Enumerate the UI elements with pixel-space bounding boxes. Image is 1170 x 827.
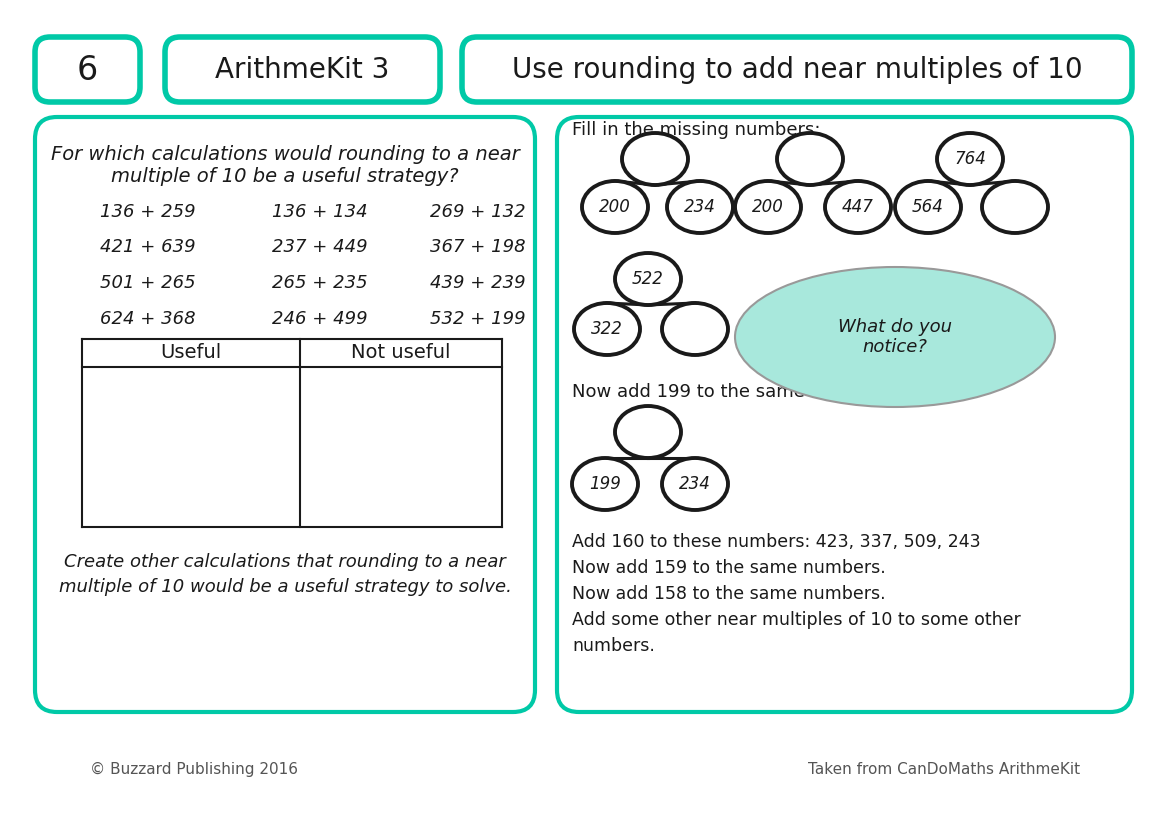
FancyBboxPatch shape	[557, 117, 1133, 712]
Text: ArithmeKit 3: ArithmeKit 3	[215, 56, 390, 84]
FancyBboxPatch shape	[35, 37, 140, 102]
Ellipse shape	[662, 303, 728, 355]
Text: 447: 447	[842, 198, 874, 216]
Text: 200: 200	[599, 198, 631, 216]
Text: © Buzzard Publishing 2016: © Buzzard Publishing 2016	[90, 762, 298, 777]
FancyBboxPatch shape	[165, 37, 440, 102]
Text: 564: 564	[913, 198, 944, 216]
Text: Now add 159 to the same numbers.: Now add 159 to the same numbers.	[572, 559, 886, 577]
Text: 237 + 449: 237 + 449	[271, 238, 367, 256]
Text: multiple of 10 would be a useful strategy to solve.: multiple of 10 would be a useful strateg…	[58, 578, 511, 596]
Text: 136 + 134: 136 + 134	[271, 203, 367, 221]
FancyBboxPatch shape	[462, 37, 1133, 102]
Text: What do you
notice?: What do you notice?	[838, 318, 952, 356]
Ellipse shape	[572, 458, 638, 510]
Text: Use rounding to add near multiples of 10: Use rounding to add near multiples of 10	[511, 56, 1082, 84]
Ellipse shape	[662, 458, 728, 510]
Ellipse shape	[574, 303, 640, 355]
Ellipse shape	[735, 181, 801, 233]
Ellipse shape	[982, 181, 1048, 233]
Text: multiple of 10 be a useful strategy?: multiple of 10 be a useful strategy?	[111, 166, 459, 185]
Text: Not useful: Not useful	[351, 343, 450, 362]
Ellipse shape	[615, 406, 681, 458]
FancyBboxPatch shape	[35, 117, 535, 712]
Text: Add some other near multiples of 10 to some other: Add some other near multiples of 10 to s…	[572, 611, 1020, 629]
Text: Taken from CanDoMaths ArithmeKit: Taken from CanDoMaths ArithmeKit	[807, 762, 1080, 777]
Text: 234: 234	[679, 475, 711, 493]
Text: 624 + 368: 624 + 368	[99, 310, 195, 328]
Text: 6: 6	[76, 54, 97, 87]
Ellipse shape	[615, 253, 681, 305]
Text: 200: 200	[752, 198, 784, 216]
Ellipse shape	[777, 133, 844, 185]
Ellipse shape	[622, 133, 688, 185]
Text: 265 + 235: 265 + 235	[271, 274, 367, 292]
Ellipse shape	[895, 181, 961, 233]
Text: 439 + 239: 439 + 239	[431, 274, 525, 292]
Text: 199: 199	[589, 475, 621, 493]
Text: Now add 158 to the same numbers.: Now add 158 to the same numbers.	[572, 585, 886, 603]
Text: numbers.: numbers.	[572, 637, 655, 655]
Text: 322: 322	[591, 320, 622, 338]
Text: Useful: Useful	[160, 343, 221, 362]
Text: Fill in the missing numbers:: Fill in the missing numbers:	[572, 121, 820, 139]
Ellipse shape	[735, 267, 1055, 407]
Text: 269 + 132: 269 + 132	[431, 203, 525, 221]
Text: 234: 234	[684, 198, 716, 216]
Text: Create other calculations that rounding to a near: Create other calculations that rounding …	[64, 553, 505, 571]
Ellipse shape	[825, 181, 892, 233]
Text: Add 160 to these numbers: 423, 337, 509, 243: Add 160 to these numbers: 423, 337, 509,…	[572, 533, 980, 551]
Text: For which calculations would rounding to a near: For which calculations would rounding to…	[50, 145, 519, 164]
Text: 764: 764	[954, 150, 986, 168]
Polygon shape	[743, 325, 748, 349]
Text: 501 + 265: 501 + 265	[99, 274, 195, 292]
Ellipse shape	[937, 133, 1003, 185]
Text: 532 + 199: 532 + 199	[431, 310, 525, 328]
Text: 246 + 499: 246 + 499	[271, 310, 367, 328]
Text: 367 + 198: 367 + 198	[431, 238, 525, 256]
Text: Now add 199 to the same numbers:: Now add 199 to the same numbers:	[572, 383, 896, 401]
Ellipse shape	[667, 181, 732, 233]
Text: 136 + 259: 136 + 259	[99, 203, 195, 221]
Text: 522: 522	[632, 270, 663, 288]
Ellipse shape	[581, 181, 648, 233]
Text: 421 + 639: 421 + 639	[99, 238, 195, 256]
